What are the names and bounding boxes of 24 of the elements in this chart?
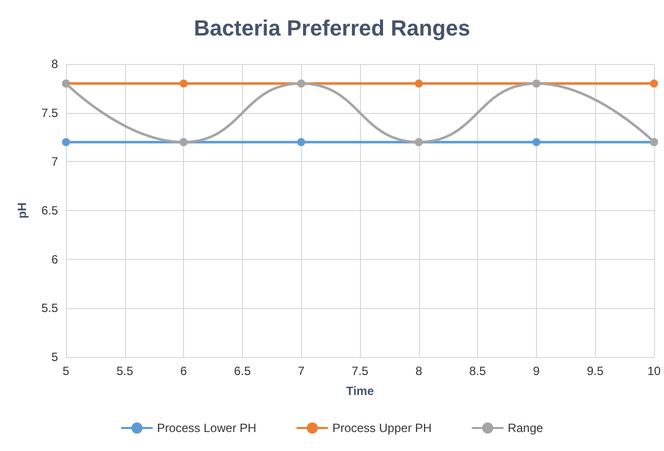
y-tick-label: 6.5 — [41, 204, 58, 218]
x-tick-label: 10 — [647, 364, 661, 378]
x-tick-label: 7.5 — [352, 364, 369, 378]
x-tick-label: 6.5 — [234, 364, 252, 378]
x-tick-label: 9.5 — [586, 364, 604, 378]
x-tick-label: 7 — [298, 364, 305, 378]
x-tick-label: 8.5 — [469, 364, 486, 378]
legend-label: Process Upper PH — [332, 421, 432, 435]
y-tick-label: 5.5 — [41, 301, 58, 316]
legend-label: Range — [508, 421, 544, 435]
x-tick-label: 5 — [62, 364, 70, 378]
legend-label: Process Lower PH — [156, 421, 256, 435]
x-tick-label: 9 — [533, 364, 540, 378]
y-tick-label: 6 — [51, 252, 58, 266]
x-tick-label: 8 — [415, 364, 422, 378]
y-tick-label: 7 — [51, 154, 58, 169]
y-tick-label: 7.5 — [41, 106, 58, 120]
y-tick-label: 5 — [51, 350, 58, 364]
chart-title: Bacteria Preferred Ranges — [194, 16, 470, 40]
x-tick-label: 5.5 — [116, 364, 134, 378]
y-tick-label: 8 — [51, 57, 58, 71]
y-axis-title: pH — [15, 202, 29, 218]
x-tick-label: 6 — [180, 364, 188, 378]
x-axis-title: Time — [346, 384, 374, 398]
